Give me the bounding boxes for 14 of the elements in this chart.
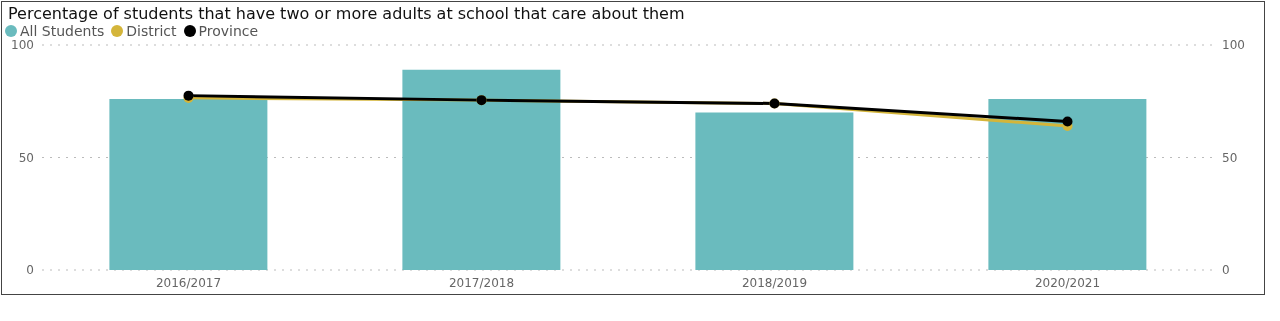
y2-tick-label: 50 <box>1222 150 1238 165</box>
y-tick-label: 0 <box>26 263 34 278</box>
legend-label: Province <box>198 23 259 39</box>
y2-tick-label: 0 <box>1222 263 1230 278</box>
x-tick-label: 2018/2019 <box>741 275 808 290</box>
legend-label: District <box>126 23 177 39</box>
legend-label: All Students <box>20 23 105 39</box>
y-tick-label: 100 <box>11 38 34 53</box>
y-tick-label: 50 <box>18 150 34 165</box>
x-tick-label: 2017/2018 <box>448 275 515 290</box>
x-tick-label: 2016/2017 <box>155 275 222 290</box>
y2-tick-label: 100 <box>1222 38 1245 53</box>
chart-title: Percentage of students that have two or more adults at school that care about them <box>7 3 686 23</box>
x-tick-label: 2020/2021 <box>1034 275 1101 290</box>
